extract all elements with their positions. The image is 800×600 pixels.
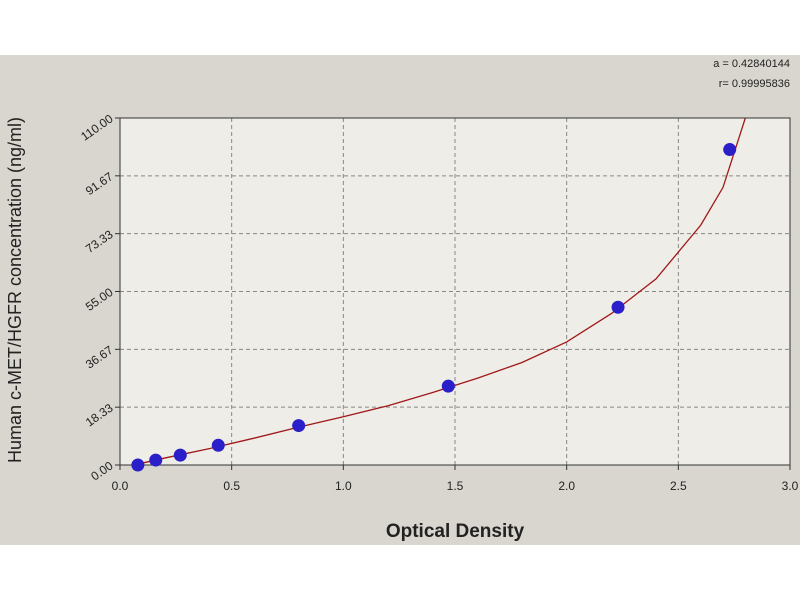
x-tick-label: 0.0 <box>112 479 129 493</box>
x-axis-label: Optical Density <box>386 521 525 542</box>
fit-curve <box>137 117 746 465</box>
annotation: r= 0.99995836 <box>719 78 790 90</box>
data-point <box>611 300 625 314</box>
x-tick-label: 1.0 <box>335 479 352 493</box>
data-point <box>441 379 455 393</box>
data-point <box>149 453 163 467</box>
data-point <box>723 143 737 157</box>
annotation: a = 0.42840144 <box>713 58 790 70</box>
plot-border <box>119 117 791 466</box>
data-point <box>292 419 306 433</box>
data-point <box>173 448 187 462</box>
y-axis-label: Human c-MET/HGFR concentration (ng/ml) <box>5 117 25 463</box>
x-tick-label: 0.5 <box>223 479 240 493</box>
data-point <box>131 458 145 472</box>
x-tick-label: 3.0 <box>782 479 799 493</box>
x-tick-label: 2.5 <box>670 479 687 493</box>
data-point <box>211 438 225 452</box>
x-tick-label: 2.0 <box>558 479 575 493</box>
x-tick-label: 1.5 <box>447 479 464 493</box>
